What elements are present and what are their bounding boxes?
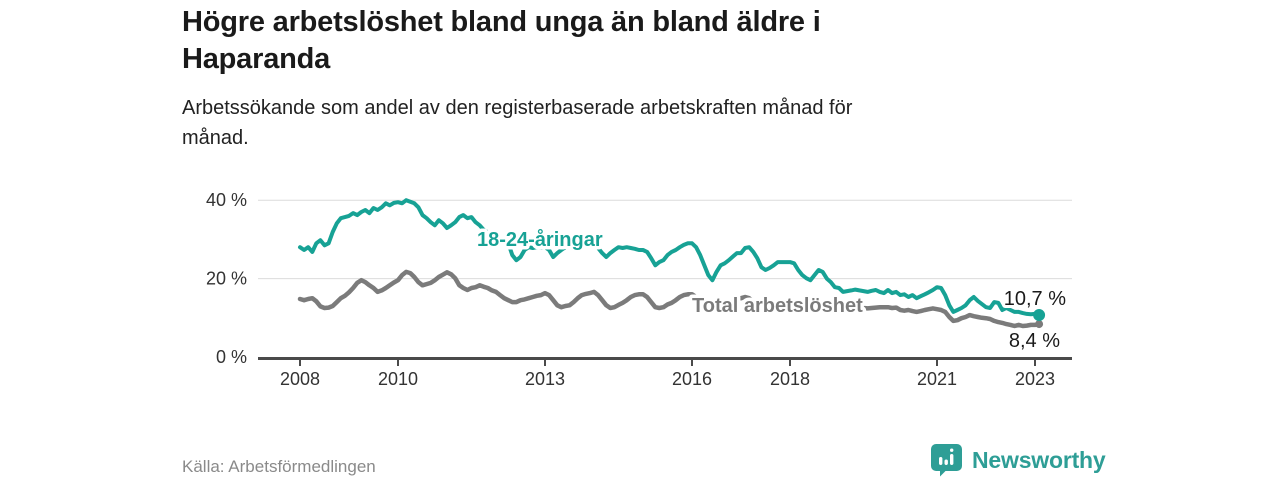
series-line-youth xyxy=(298,198,1042,318)
end-value-label-total: 8,4 % xyxy=(1009,330,1060,352)
y-tick-label: 0 % xyxy=(216,347,247,367)
y-tick-label: 20 % xyxy=(206,269,247,289)
y-tick-label: 40 % xyxy=(206,190,247,210)
x-tick-label: 2010 xyxy=(378,369,418,389)
series-label-youth: 18-24-åringar xyxy=(477,228,603,251)
newsworthy-wordmark: Newsworthy xyxy=(972,446,1106,473)
series-end-marker-total xyxy=(1035,320,1044,329)
chart-title: Högre arbetslöshet bland unga än bland ä… xyxy=(182,6,821,75)
newsworthy-logo: Newsworthy xyxy=(930,443,1106,477)
x-tick-label: 2016 xyxy=(672,369,712,389)
series-label-total: Total arbetslöshet xyxy=(692,295,863,317)
chart-subtitle: Arbetssökande som andel av den registerb… xyxy=(182,97,853,149)
series-end-marker-youth xyxy=(1033,309,1046,322)
x-tick-label: 2008 xyxy=(280,369,320,389)
x-tick-label: 2023 xyxy=(1015,369,1055,389)
end-value-label-youth: 10,7 % xyxy=(1004,288,1066,310)
source-note: Källa: Arbetsförmedlingen xyxy=(182,457,376,476)
x-tick-label: 2021 xyxy=(917,369,957,389)
series-line-total xyxy=(297,269,1042,329)
newsworthy-bubble-chart-icon xyxy=(931,444,962,477)
x-tick-label: 2013 xyxy=(525,369,565,389)
x-tick-label: 2018 xyxy=(770,369,810,389)
